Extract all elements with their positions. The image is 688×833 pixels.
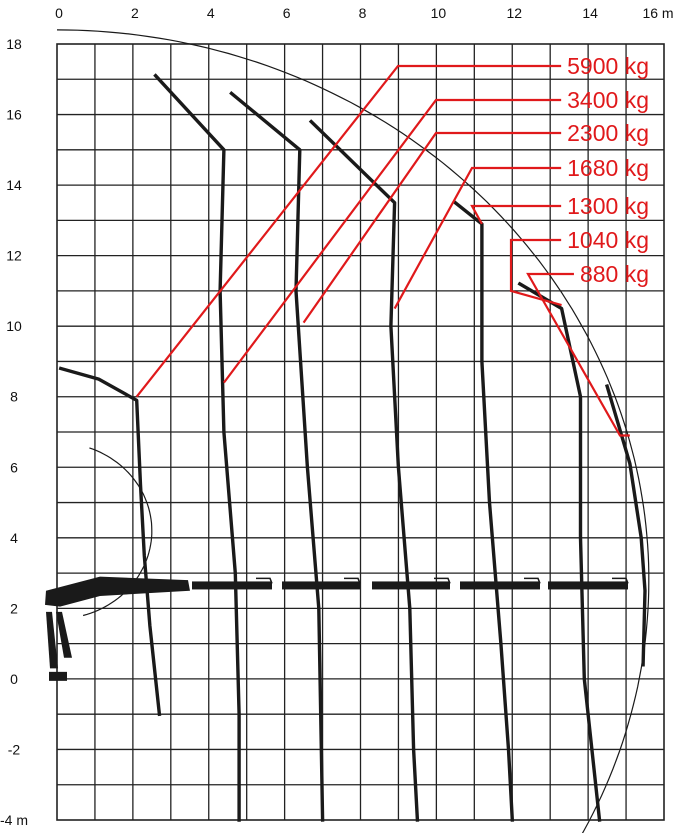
y-tick-label: 12 [6, 248, 22, 264]
y-tick-label: 16 [6, 107, 22, 123]
load-curve [604, 383, 647, 667]
y-tick-label: 0 [10, 671, 18, 687]
load-labels: 5900 kg 3400 kg 2300 kg 1680 kg 1300 kg 1040 … [567, 53, 649, 287]
load-curve [58, 366, 162, 717]
load-label: 2300 kg [567, 120, 649, 146]
load-label: 3400 kg [567, 87, 649, 113]
load-pointer-line [470, 204, 562, 225]
x-tick-label: 4 [207, 5, 215, 21]
boom-section [372, 581, 450, 590]
load-pointer-line [509, 238, 562, 307]
boom-section-hook [434, 577, 451, 584]
x-tick-label: 0 [55, 5, 63, 21]
y-tick-label: -2 [8, 741, 21, 757]
y-tick-label: 18 [6, 36, 22, 52]
load-pointer-line [526, 272, 630, 437]
crane-foot [49, 671, 67, 681]
inner-reach-arc [82, 447, 153, 617]
reach-envelope-arc [56, 29, 650, 833]
grid [56, 43, 665, 821]
x-tick-label: 8 [359, 5, 367, 21]
load-pointers [135, 64, 630, 437]
load-curve [452, 200, 515, 822]
y-tick-label: -4 m [0, 812, 28, 828]
load-label: 1300 kg [567, 193, 649, 219]
load-pointer-line [135, 64, 562, 398]
x-tick-label: 6 [283, 5, 291, 21]
y-tick-label: 14 [6, 177, 22, 193]
load-pointer-line [223, 98, 562, 384]
load-curve [517, 281, 602, 822]
load-pointer-line [393, 166, 562, 310]
boom-section-hook [612, 577, 629, 584]
load-label: 5900 kg [567, 53, 649, 79]
crane-boom-drawing [45, 576, 629, 681]
load-curve [153, 73, 241, 822]
y-tick-label: 8 [10, 389, 18, 405]
load-curve [229, 91, 325, 822]
x-tick-label: 10 [431, 5, 447, 21]
boom-section-hook [524, 577, 541, 584]
x-tick-label: 12 [506, 5, 522, 21]
x-tick-label: 16 m [642, 5, 673, 21]
y-tick-label: 10 [6, 318, 22, 334]
load-curves [58, 73, 647, 822]
boom-section [192, 581, 272, 590]
load-curve [308, 119, 420, 822]
boom-section [460, 581, 540, 590]
load-label: 1040 kg [567, 227, 649, 253]
tick-labels: 0 2 4 6 8 10 12 14 16 m 18 16 14 12 10 8 6 4 2 0 -2 -4 m [0, 5, 674, 828]
y-tick-label: 4 [10, 530, 18, 546]
boom-section-hook [256, 577, 273, 584]
y-tick-label: 6 [10, 459, 18, 475]
boom-section [282, 581, 360, 590]
load-label: 880 kg [580, 261, 649, 287]
x-tick-label: 14 [582, 5, 598, 21]
boom-section-hook [344, 577, 361, 584]
crane-cylinder [56, 611, 72, 658]
reach-arcs [56, 29, 650, 833]
crane-boom-base [45, 576, 190, 607]
x-tick-label: 2 [131, 5, 139, 21]
boom-section [548, 581, 628, 590]
y-tick-label: 2 [10, 600, 18, 616]
load-label: 1680 kg [567, 155, 649, 181]
crane-column [46, 611, 58, 669]
load-pointer-line [302, 131, 562, 324]
